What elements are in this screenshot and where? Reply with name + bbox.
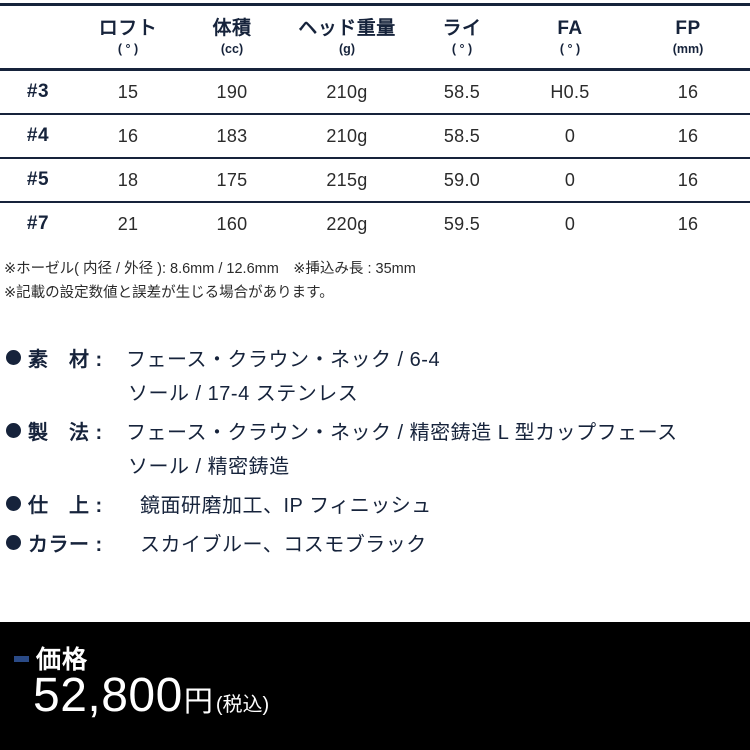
spec-item-construction: 製 法 : フェース・クラウン・ネック / 精密鋳造 L 型カップフェース ソー… xyxy=(6,418,750,482)
spec-label-color: カラー : xyxy=(28,534,103,556)
cell-lie: 58.5 xyxy=(410,69,514,116)
cell-fa: 0 xyxy=(514,114,626,160)
column-header-fa: FA ( ° ) xyxy=(514,14,626,72)
cell-head-weight: 210g xyxy=(284,69,410,116)
table-row: #7 21 160 220g 59.5 0 16 xyxy=(0,202,750,245)
cell-volume: 183 xyxy=(180,114,284,160)
column-header-loft-unit: ( ° ) xyxy=(117,42,139,57)
spec-item-color: カラー : スカイブルー、コスモブラック xyxy=(6,530,750,560)
cell-lie: 58.5 xyxy=(410,114,514,160)
table-row: #5 18 175 215g 59.0 0 16 xyxy=(0,158,750,204)
column-header-fa-name: FA xyxy=(557,18,583,39)
cell-loft: 15 xyxy=(76,69,180,116)
column-header-fa-unit: ( ° ) xyxy=(559,42,581,57)
cell-head-weight: 215g xyxy=(284,158,410,204)
cell-fp: 16 xyxy=(626,114,750,160)
cell-lie: 59.5 xyxy=(443,213,481,234)
spec-continuation-material: ソール / 17-4 ステンレス xyxy=(128,383,359,405)
column-header-fp-name: FP xyxy=(675,18,701,39)
column-header-loft: ロフト ( ° ) xyxy=(76,14,180,72)
cell-loft: 16 xyxy=(76,114,180,160)
spec-label-finish: 仕 上 : xyxy=(28,495,103,517)
column-header-volume-unit: (cc) xyxy=(220,42,244,57)
dash-marker-icon xyxy=(14,656,29,662)
price-amount: 52,800 xyxy=(33,669,183,722)
price-tax-note: (税込) xyxy=(215,694,270,716)
spec-continuation-construction: ソール / 精密鋳造 xyxy=(128,456,290,478)
cell-fp: 16 xyxy=(626,158,750,204)
cell-fp: 16 xyxy=(677,213,699,234)
column-header-club xyxy=(0,14,76,72)
bullet-icon xyxy=(6,496,21,511)
cell-loft: 21 xyxy=(117,213,139,234)
column-header-volume-name: 体積 xyxy=(212,18,252,39)
footnote-group: ※ホーゼル( 内径 / 外径 ): 8.6mm / 12.6mm ※挿込み長 :… xyxy=(4,258,744,306)
price-currency-symbol: 円 xyxy=(183,686,213,718)
cell-club-label: #5 xyxy=(0,158,76,204)
table-row: #4 16 183 210g 58.5 0 16 xyxy=(0,114,750,160)
column-header-head-weight: ヘッド重量 (g) xyxy=(284,14,410,72)
bullet-icon xyxy=(6,350,21,365)
cell-club-label: #4 xyxy=(0,114,76,160)
cell-volume: 175 xyxy=(180,158,284,204)
cell-fa: 0 xyxy=(564,213,576,234)
column-header-lie: ライ ( ° ) xyxy=(410,14,514,72)
column-header-head-weight-unit: (g) xyxy=(339,42,355,57)
cell-head-weight: 210g xyxy=(284,114,410,160)
footnote-tolerance: ※記載の設定数値と誤差が生じる場合があります。 xyxy=(4,284,334,301)
cell-volume: 190 xyxy=(180,69,284,116)
spec-label-material: 素 材 : xyxy=(28,349,103,371)
spec-item-finish: 仕 上 : 鏡面研磨加工、IP フィニッシュ xyxy=(6,491,750,521)
price-heading-label: 価格 xyxy=(36,646,89,674)
table-row: #3 15 190 210g 58.5 H0.5 16 xyxy=(0,69,750,116)
spec-value-material: フェース・クラウン・ネック / 6-4 xyxy=(126,349,441,371)
spec-value-construction: フェース・クラウン・ネック / 精密鋳造 L 型カップフェース xyxy=(126,422,678,444)
price-banner: 価格 52,800 円 (税込) xyxy=(0,622,750,750)
cell-loft: 18 xyxy=(76,158,180,204)
bullet-icon xyxy=(6,423,21,438)
cell-volume: 160 xyxy=(216,213,248,234)
spec-value-color: スカイブルー、コスモブラック xyxy=(140,534,427,556)
column-header-fp: FP (mm) xyxy=(626,14,750,72)
spec-value-finish: 鏡面研磨加工、IP フィニッシュ xyxy=(140,495,432,517)
cell-fp: 16 xyxy=(626,69,750,116)
column-header-fp-unit: (mm) xyxy=(672,42,704,57)
column-header-lie-unit: ( ° ) xyxy=(451,42,473,57)
price-heading-group: 価格 xyxy=(14,640,88,676)
table-header-row: ロフト ( ° ) 体積 (cc) ヘッド重量 (g) ライ ( ° ) FA … xyxy=(0,14,750,72)
cell-club-label: #3 xyxy=(0,69,76,116)
spec-item-material: 素 材 : フェース・クラウン・ネック / 6-4 ソール / 17-4 ステン… xyxy=(6,345,750,409)
column-header-lie-name: ライ xyxy=(442,18,482,39)
column-header-loft-name: ロフト xyxy=(98,18,158,39)
footnote-hosel: ※ホーゼル( 内径 / 外径 ): 8.6mm / 12.6mm ※挿込み長 :… xyxy=(4,261,416,277)
specification-list: 素 材 : フェース・クラウン・ネック / 6-4 ソール / 17-4 ステン… xyxy=(6,345,750,569)
column-header-volume: 体積 (cc) xyxy=(180,14,284,72)
cell-head-weight: 220g xyxy=(326,213,368,234)
bullet-icon xyxy=(6,535,21,550)
cell-fa: 0 xyxy=(514,158,626,204)
specification-table: ロフト ( ° ) 体積 (cc) ヘッド重量 (g) ライ ( ° ) FA … xyxy=(0,14,750,245)
column-header-head-weight-name: ヘッド重量 xyxy=(298,18,396,39)
cell-lie: 59.0 xyxy=(410,158,514,204)
cell-club-label: #7 xyxy=(26,213,50,235)
spec-label-construction: 製 法 : xyxy=(28,422,103,444)
cell-fa: H0.5 xyxy=(514,69,626,116)
price-amount-group: 52,800 円 (税込) xyxy=(33,672,269,720)
section-top-rule xyxy=(0,3,750,6)
